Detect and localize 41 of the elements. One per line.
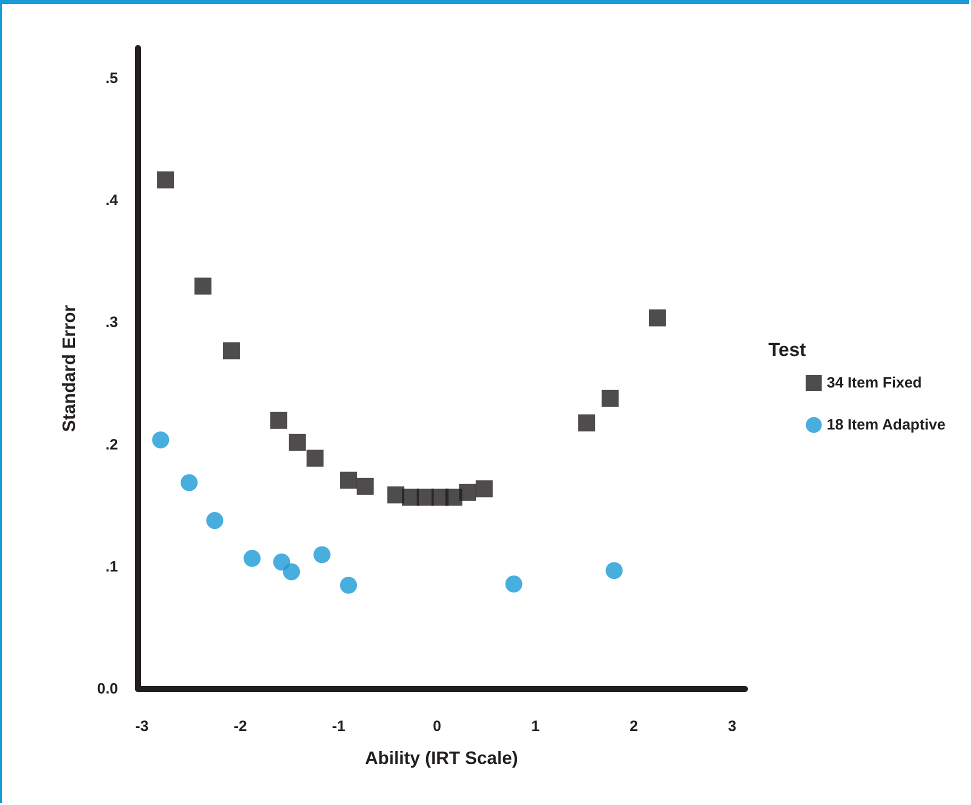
x-axis-title: Ability (IRT Scale) xyxy=(364,748,518,768)
legend-label: 34 Item Fixed xyxy=(826,374,922,392)
x-tick-label: -2 xyxy=(234,718,247,735)
x-tick-label: 0 xyxy=(432,718,442,735)
point xyxy=(206,512,224,530)
point xyxy=(340,576,358,594)
y-axis-title: Standard Error xyxy=(59,304,79,432)
point xyxy=(578,414,596,432)
y-tick-label: .2 xyxy=(105,436,118,454)
x-tick-label: 2 xyxy=(630,718,638,735)
point xyxy=(270,412,288,429)
point xyxy=(476,480,493,498)
point xyxy=(222,342,240,360)
point xyxy=(282,563,300,580)
point xyxy=(606,562,623,580)
point xyxy=(273,554,290,571)
point xyxy=(505,576,522,592)
point xyxy=(194,278,212,295)
point xyxy=(340,472,358,489)
y-tick-label: .4 xyxy=(105,192,119,210)
legend-title: Test xyxy=(768,340,807,361)
point xyxy=(180,474,198,492)
x-tick-label: 3 xyxy=(728,718,736,735)
point xyxy=(152,431,170,448)
point xyxy=(602,390,619,407)
x-tick-label: 1 xyxy=(531,718,540,735)
point xyxy=(157,171,174,188)
x-tick-label: -1 xyxy=(332,718,346,735)
point xyxy=(288,434,306,451)
point xyxy=(459,484,476,501)
point xyxy=(356,478,374,495)
point xyxy=(648,309,666,326)
y-tick-label: 0.0 xyxy=(97,680,118,698)
y-tick-label: .3 xyxy=(105,314,118,332)
y-tick-label: .1 xyxy=(105,558,118,576)
legend-label: 18 Item Adaptive xyxy=(826,416,946,434)
x-tick-label: -3 xyxy=(135,718,149,735)
point xyxy=(306,450,324,467)
point xyxy=(244,550,261,567)
y-tick-label: .5 xyxy=(105,70,118,88)
point xyxy=(313,546,330,564)
